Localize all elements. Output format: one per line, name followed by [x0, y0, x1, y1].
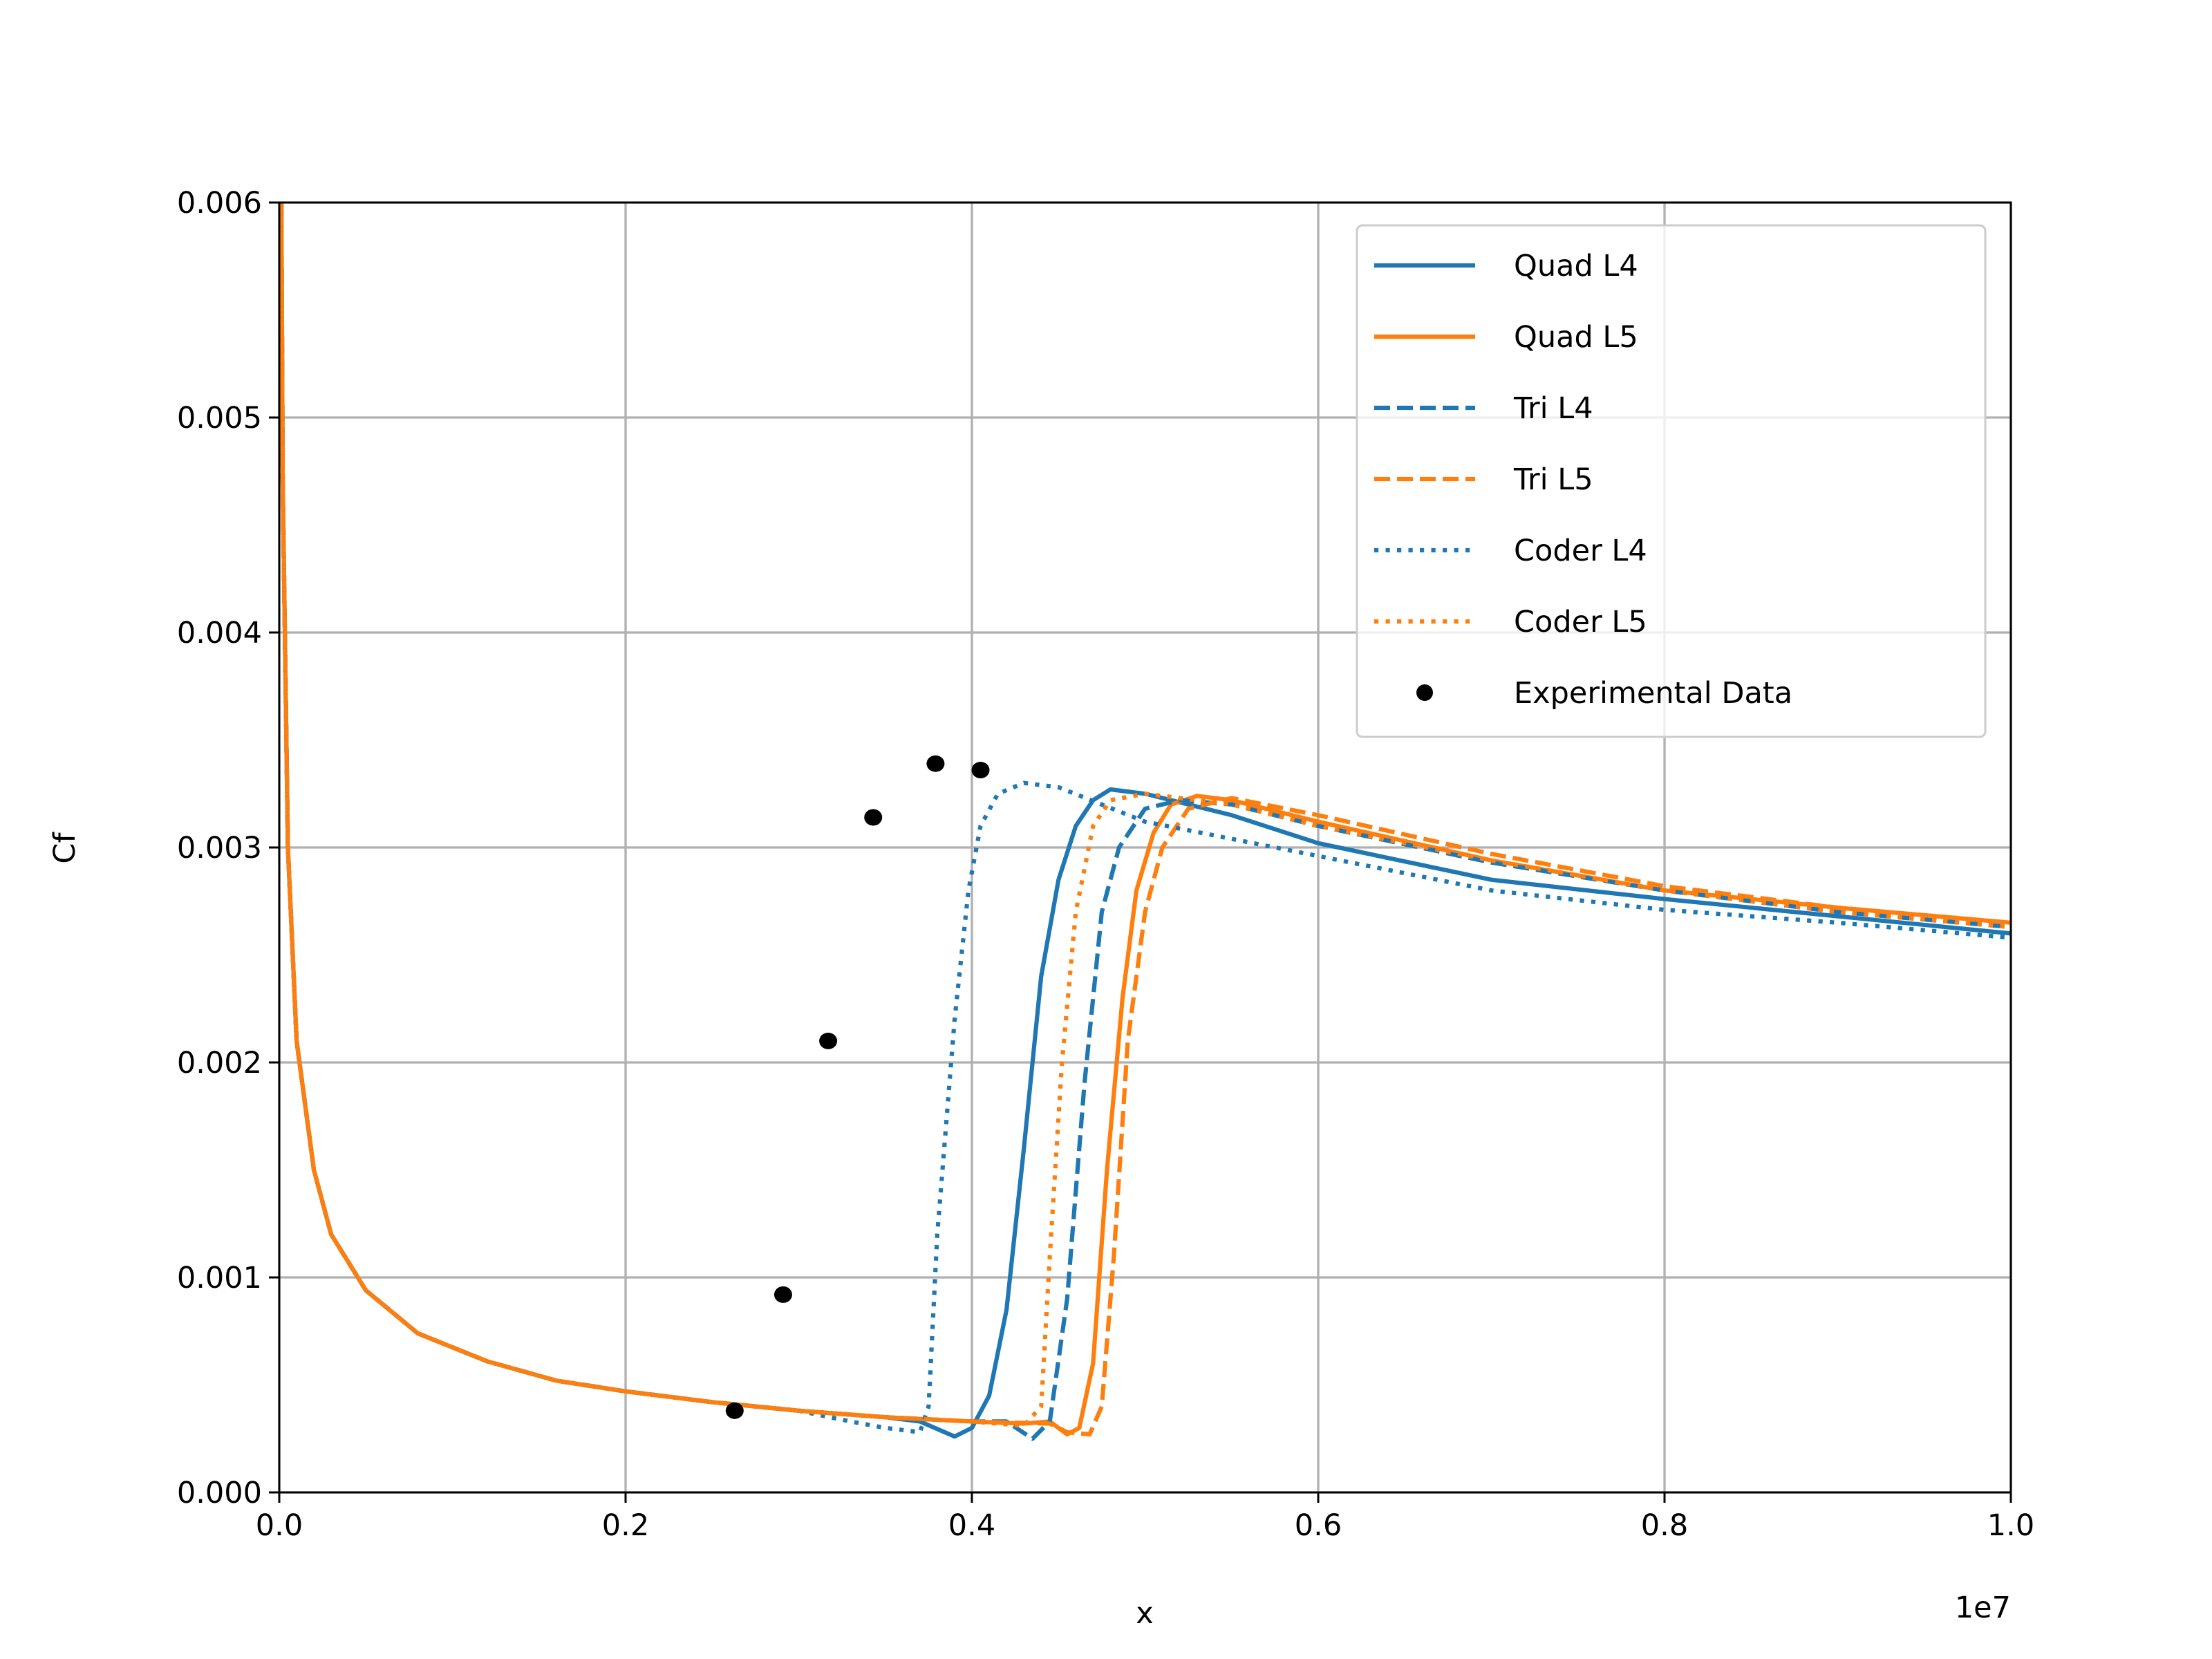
- legend-label: Coder L5: [1514, 605, 1647, 639]
- series-line-coder-l5: [279, 203, 2011, 1428]
- ticks: 0.0 0.2 0.4 0.6 0.8 1.0 0.000 0.001 0.002 0.003 0.…: [177, 186, 2034, 1543]
- legend-label: Quad L5: [1514, 320, 1638, 355]
- x-tick-label: 0.8: [1641, 1508, 1688, 1543]
- legend-label: Quad L4: [1514, 249, 1638, 283]
- legend-frame: [1356, 224, 1987, 738]
- y-tick-label: 0.000: [177, 1476, 262, 1510]
- experimental-data-point: [774, 1286, 792, 1303]
- legend-label: Tri L5: [1513, 462, 1593, 497]
- experimental-data-point: [971, 762, 990, 779]
- y-tick-label: 0.006: [177, 186, 262, 221]
- y-axis-label: Cf: [48, 832, 82, 864]
- experimental-data-point: [864, 809, 883, 826]
- y-tick-label: 0.002: [177, 1046, 262, 1080]
- x-tick-label: 0.6: [1295, 1508, 1342, 1543]
- x-tick-label: 0.2: [602, 1508, 649, 1543]
- x-axis-label: x: [1136, 1596, 1153, 1631]
- legend-label: Experimental Data: [1514, 676, 1792, 711]
- experimental-data-point: [926, 755, 945, 772]
- x-tick-label: 0.0: [256, 1508, 303, 1543]
- experimental-data-point: [725, 1402, 744, 1419]
- x-tick-label: 0.4: [948, 1508, 995, 1543]
- y-tick-label: 0.003: [177, 831, 262, 865]
- legend-label: Tri L4: [1513, 391, 1593, 426]
- y-tick-label: 0.004: [177, 616, 262, 650]
- y-tick-label: 0.005: [177, 401, 262, 435]
- y-tick-label: 0.001: [177, 1261, 262, 1295]
- plot-area: [279, 203, 2011, 1441]
- legend: Quad L4 Quad L5 Tri L4 Tri L5 Coder L4 Coder …: [1356, 224, 1987, 738]
- legend-swatch: [1416, 684, 1433, 701]
- x-tick-label: 1.0: [1987, 1508, 2034, 1543]
- legend-label: Coder L4: [1514, 534, 1647, 568]
- experimental-data-point: [819, 1032, 838, 1049]
- x-offset-label: 1e7: [1955, 1591, 2011, 1625]
